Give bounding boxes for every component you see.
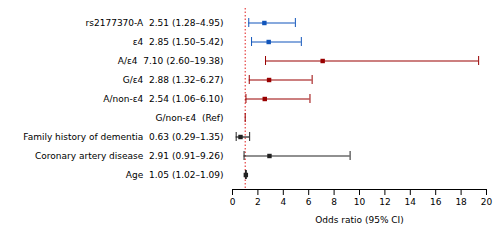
- svg-text:rs2177370-A 2.51 (1.28–4.95): rs2177370-A 2.51 (1.28–4.95): [86, 18, 224, 28]
- svg-text:2: 2: [255, 197, 261, 207]
- svg-text:12: 12: [379, 197, 390, 207]
- svg-text:Family history of dementia 0.: Family history of dementia 0.63 (0.29–1.…: [23, 132, 223, 142]
- svg-text:20: 20: [481, 197, 493, 207]
- svg-text:6: 6: [306, 197, 312, 207]
- svg-text:A/non-ε4 2.54 (1.06–6.10): A/non-ε4 2.54 (1.06–6.10): [103, 94, 223, 104]
- svg-text:0: 0: [230, 197, 236, 207]
- svg-text:G/non-ε4 (Ref): G/non-ε4 (Ref): [155, 113, 223, 123]
- svg-text:A/ε4 7.10 (2.60–19.38): A/ε4 7.10 (2.60–19.38): [118, 56, 224, 66]
- svg-text:Odds ratio (95% CI): Odds ratio (95% CI): [315, 215, 404, 225]
- svg-text:Age 1.05 (1.02–1.09): Age 1.05 (1.02–1.09): [126, 170, 224, 180]
- svg-text:G/ε4 2.88 (1.32–6.27): G/ε4 2.88 (1.32–6.27): [123, 75, 224, 85]
- svg-text:16: 16: [430, 197, 442, 207]
- svg-text:10: 10: [354, 197, 366, 207]
- svg-text:8: 8: [331, 197, 337, 207]
- svg-text:ε4 2.85 (1.50–5.42): ε4 2.85 (1.50–5.42): [133, 37, 224, 47]
- svg-text:18: 18: [455, 197, 467, 207]
- svg-text:14: 14: [405, 197, 417, 207]
- svg-text:4: 4: [280, 197, 286, 207]
- svg-text:Coronary artery disease 2.91: Coronary artery disease 2.91 (0.91–9.26): [35, 151, 223, 161]
